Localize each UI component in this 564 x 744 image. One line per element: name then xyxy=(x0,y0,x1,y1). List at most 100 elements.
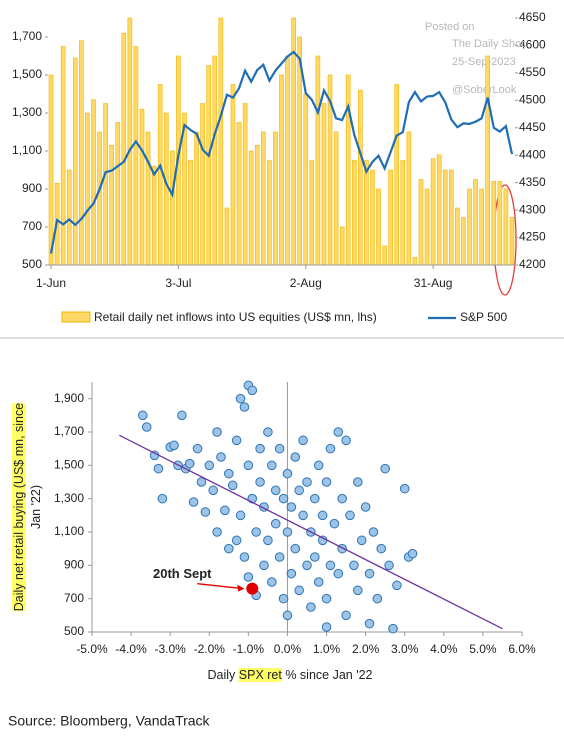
legend-swatch xyxy=(61,311,91,323)
bar xyxy=(376,188,381,266)
point xyxy=(243,572,254,582)
point xyxy=(216,452,226,462)
bar xyxy=(97,131,102,266)
point xyxy=(274,443,285,454)
y-tick-label: 700 xyxy=(64,591,84,605)
point xyxy=(298,510,308,521)
point xyxy=(321,477,332,487)
bar xyxy=(442,169,448,266)
y-tick-label: 900 xyxy=(22,181,42,195)
point xyxy=(384,560,394,571)
bar xyxy=(418,179,424,266)
x-label-part: % since Jan '22 xyxy=(281,668,373,682)
point xyxy=(313,460,324,471)
point xyxy=(196,477,207,487)
y-axis-label: Daily net retail buying (US$ mn, since Ja… xyxy=(11,402,45,612)
point xyxy=(333,427,344,437)
bar xyxy=(157,84,163,266)
bar xyxy=(461,217,466,266)
point xyxy=(341,610,351,621)
bar xyxy=(503,188,509,266)
bar xyxy=(163,112,169,266)
bar xyxy=(248,150,254,266)
point xyxy=(310,552,320,562)
bar xyxy=(91,99,96,266)
x-tick-label: 6.0% xyxy=(508,642,536,656)
point xyxy=(188,497,199,507)
y2-tick-label: 4600 xyxy=(519,38,546,52)
bar xyxy=(66,169,72,266)
bar xyxy=(412,257,418,266)
bar xyxy=(60,46,66,266)
point xyxy=(349,560,359,571)
bar xyxy=(133,46,139,266)
bar xyxy=(279,74,284,266)
bar xyxy=(424,188,430,266)
point xyxy=(227,480,238,491)
point xyxy=(251,527,261,537)
point xyxy=(235,510,246,521)
point xyxy=(286,502,297,512)
point xyxy=(290,543,301,554)
bar xyxy=(339,226,345,266)
bar xyxy=(218,17,224,266)
x-label-part: SPX ret xyxy=(238,668,282,682)
point xyxy=(270,485,281,496)
y2-tick-label: 4650 xyxy=(519,10,546,24)
x-tick-label: 5.0% xyxy=(469,642,497,656)
legend-label: S&P 500 xyxy=(460,310,507,324)
y2-tick-label: 4550 xyxy=(519,65,546,79)
point xyxy=(184,458,195,469)
bar xyxy=(285,55,290,266)
point xyxy=(364,568,375,579)
bar xyxy=(430,158,436,266)
point xyxy=(138,410,148,421)
watermark: @SoberLook xyxy=(452,84,517,96)
point xyxy=(239,402,250,412)
point xyxy=(247,385,258,396)
point xyxy=(192,443,203,454)
watermark: Posted on xyxy=(425,21,475,33)
bar xyxy=(436,154,442,266)
bar xyxy=(194,131,199,266)
bar xyxy=(491,181,497,266)
bar xyxy=(303,93,309,266)
highlight-point xyxy=(246,582,259,595)
point xyxy=(356,535,367,546)
point xyxy=(282,610,293,621)
point xyxy=(247,493,258,504)
bar xyxy=(267,160,272,266)
point xyxy=(141,422,152,432)
bar xyxy=(321,103,327,266)
bar xyxy=(236,122,242,266)
bar xyxy=(121,32,127,266)
point xyxy=(169,440,179,451)
y-tick-label: 500 xyxy=(22,257,42,271)
point xyxy=(407,548,418,559)
bar xyxy=(449,169,454,266)
x-label-part: Daily xyxy=(207,668,239,682)
bar xyxy=(170,150,175,266)
y-tick-label: 1,500 xyxy=(12,67,42,81)
point xyxy=(353,585,363,596)
bar xyxy=(85,112,90,266)
point xyxy=(263,535,273,546)
point xyxy=(376,543,387,554)
point xyxy=(259,560,269,571)
y-tick-label: 1,700 xyxy=(12,29,42,43)
annotation-arrow xyxy=(197,583,244,590)
point xyxy=(208,485,218,496)
y-tick-label: 500 xyxy=(64,624,84,638)
bar xyxy=(370,169,375,266)
y2-tick-label: 4450 xyxy=(519,120,546,134)
point xyxy=(231,535,242,546)
point xyxy=(243,460,254,471)
line-series xyxy=(49,50,514,254)
point xyxy=(200,507,211,517)
bar xyxy=(79,40,84,266)
point xyxy=(270,518,281,529)
bar xyxy=(212,55,218,266)
point xyxy=(157,493,168,504)
y-tick-label: 1,900 xyxy=(54,391,84,405)
point xyxy=(294,485,304,496)
